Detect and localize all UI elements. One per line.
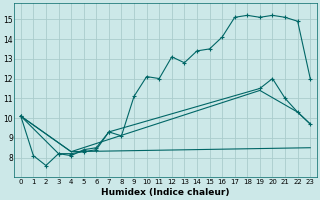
X-axis label: Humidex (Indice chaleur): Humidex (Indice chaleur) (101, 188, 230, 197)
